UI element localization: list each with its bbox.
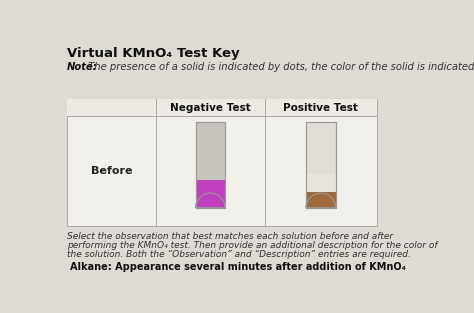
Text: Before: Before <box>91 166 132 176</box>
Wedge shape <box>306 193 336 208</box>
Text: Positive Test: Positive Test <box>283 103 358 113</box>
Text: performing the KMnO₄ test. Then provide an additional description for the color : performing the KMnO₄ test. Then provide … <box>67 241 438 250</box>
Text: Virtual KMnO₄ Test Key: Virtual KMnO₄ Test Key <box>67 47 240 60</box>
FancyBboxPatch shape <box>196 180 225 208</box>
Text: Select the observation that best matches each solution before and after: Select the observation that best matches… <box>67 232 393 241</box>
FancyBboxPatch shape <box>67 99 377 226</box>
Wedge shape <box>306 193 336 208</box>
FancyBboxPatch shape <box>67 99 377 116</box>
Text: The presence of a solid is indicated by dots, the color of the solid is indicate: The presence of a solid is indicated by … <box>85 62 474 72</box>
Text: Negative Test: Negative Test <box>170 103 251 113</box>
Text: Note:: Note: <box>67 62 98 72</box>
Wedge shape <box>196 193 225 208</box>
Wedge shape <box>196 193 225 208</box>
Text: the solution. Both the “Observation” and “Description” entries are required.: the solution. Both the “Observation” and… <box>67 250 411 259</box>
FancyBboxPatch shape <box>306 174 336 192</box>
FancyBboxPatch shape <box>306 192 336 208</box>
FancyBboxPatch shape <box>306 122 336 208</box>
FancyBboxPatch shape <box>196 122 225 208</box>
Text: Alkane: Appearance several minutes after addition of KMnO₄: Alkane: Appearance several minutes after… <box>70 262 406 272</box>
